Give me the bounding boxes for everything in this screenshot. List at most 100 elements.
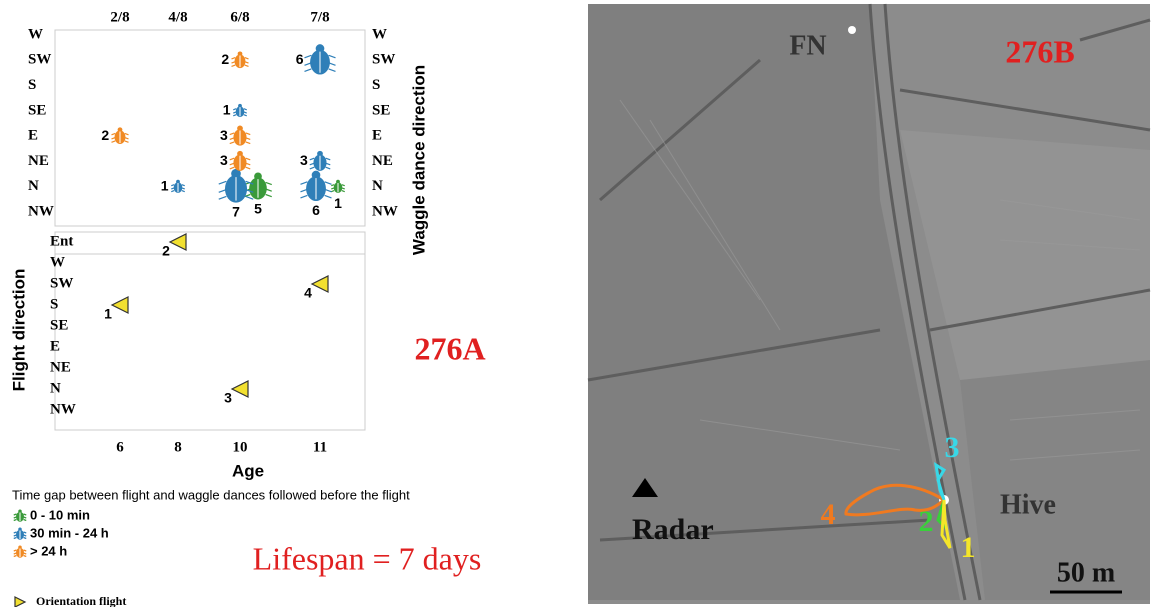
legend-title: Time gap between flight and waggle dance… (12, 487, 410, 502)
bug-leg (233, 111, 237, 114)
bug-leg (300, 194, 308, 199)
legend-label: 30 min - 24 h (30, 525, 109, 540)
dance-direction-label: SW (372, 52, 395, 68)
x-axis-label: Age (232, 461, 264, 480)
dance-mark (171, 179, 185, 194)
track-number: 1 (961, 531, 976, 564)
bug-leg (245, 157, 251, 161)
flight-mark (310, 275, 329, 293)
flight-number: 4 (304, 285, 312, 301)
legend-label: 0 - 10 min (30, 507, 90, 522)
bug-leg (245, 137, 251, 141)
bug-leg (124, 136, 129, 140)
dance-mark (300, 170, 332, 202)
bug-leg (300, 181, 308, 185)
dance-mark (229, 125, 251, 146)
bug-leg (324, 188, 332, 193)
flight-number: 1 (104, 306, 112, 322)
bug-leg (328, 62, 336, 66)
bug-leg (181, 190, 185, 193)
bug-leg (23, 552, 27, 555)
legend-triangle (14, 596, 27, 607)
bug-leg (171, 190, 175, 193)
bug-leg (325, 157, 331, 161)
lifespan: Lifespan = 7 days (253, 540, 482, 576)
flight-direction-label: S (50, 296, 58, 312)
bug-leg (218, 195, 227, 200)
bug-leg (229, 137, 235, 141)
dance-count: 3 (220, 152, 228, 168)
bug-leg (181, 187, 185, 190)
bug-leg (245, 166, 251, 170)
date-label: 7/8 (310, 9, 329, 25)
bug-leg (243, 108, 247, 111)
flight-direction-label: SE (50, 317, 68, 333)
dance-direction-label: N (28, 178, 39, 194)
date-label: 2/8 (110, 9, 129, 25)
bug-leg (304, 68, 312, 73)
bug-leg (13, 536, 17, 540)
bug-leg (245, 195, 254, 200)
feeder-label: FN (789, 30, 826, 61)
bug-leg (13, 549, 17, 552)
bug-leg (23, 518, 27, 522)
bug-leg (265, 181, 272, 186)
dance-mark (233, 103, 247, 118)
dance-count: 3 (300, 152, 308, 168)
dance-mark (331, 179, 345, 194)
dance-mark (111, 127, 129, 145)
dance-count: 1 (334, 195, 342, 211)
bug-leg (341, 184, 345, 187)
bug-head (311, 170, 321, 180)
bug-head (18, 545, 22, 549)
flight-mark (230, 380, 249, 398)
dance-direction-label: SW (28, 52, 51, 68)
bug-leg (124, 140, 129, 143)
dance-count: 1 (161, 178, 169, 194)
bug-leg (245, 141, 251, 145)
x-tick-label: 11 (313, 439, 327, 455)
bug-leg (325, 166, 331, 170)
bug-leg (233, 108, 237, 111)
bug-leg (111, 136, 116, 140)
bug-leg (23, 516, 27, 519)
dance-direction-label: NE (28, 153, 49, 169)
bug-leg (309, 157, 315, 161)
map (587, 3, 1151, 604)
legend-label: > 24 h (30, 543, 67, 558)
flight-number: 3 (224, 390, 232, 406)
dance-count: 2 (101, 127, 109, 143)
bug-leg (331, 184, 335, 187)
x-tick-label: 6 (116, 439, 124, 455)
bug-leg (244, 64, 249, 67)
bug-leg (231, 64, 236, 67)
flight-direction-label: NE (50, 359, 71, 375)
bug-leg (23, 531, 27, 534)
bug-leg (181, 184, 185, 187)
bug-head (231, 168, 241, 179)
bug-leg (304, 62, 312, 66)
bug-head (117, 127, 123, 133)
bug-head (237, 51, 243, 57)
dance-count: 5 (254, 201, 262, 217)
dance-direction-label: SE (372, 102, 390, 118)
bug-leg (324, 181, 332, 185)
bug-leg (245, 162, 251, 166)
hive-label: Hive (1000, 489, 1056, 520)
dance-count: 7 (232, 203, 240, 219)
bug-leg (229, 141, 235, 145)
bug-leg (300, 188, 308, 193)
dance-mark (229, 150, 251, 171)
flight-direction-label: SW (50, 275, 73, 291)
bug-leg (309, 162, 315, 166)
bug-head (336, 179, 340, 184)
bug-head (254, 172, 262, 181)
bug-leg (23, 549, 27, 552)
dance-direction-label: NE (372, 153, 393, 169)
bug-leg (124, 132, 129, 136)
bug-leg (231, 61, 236, 64)
bug-leg (324, 194, 332, 199)
bug-leg (23, 513, 27, 516)
bug-leg (244, 57, 249, 60)
